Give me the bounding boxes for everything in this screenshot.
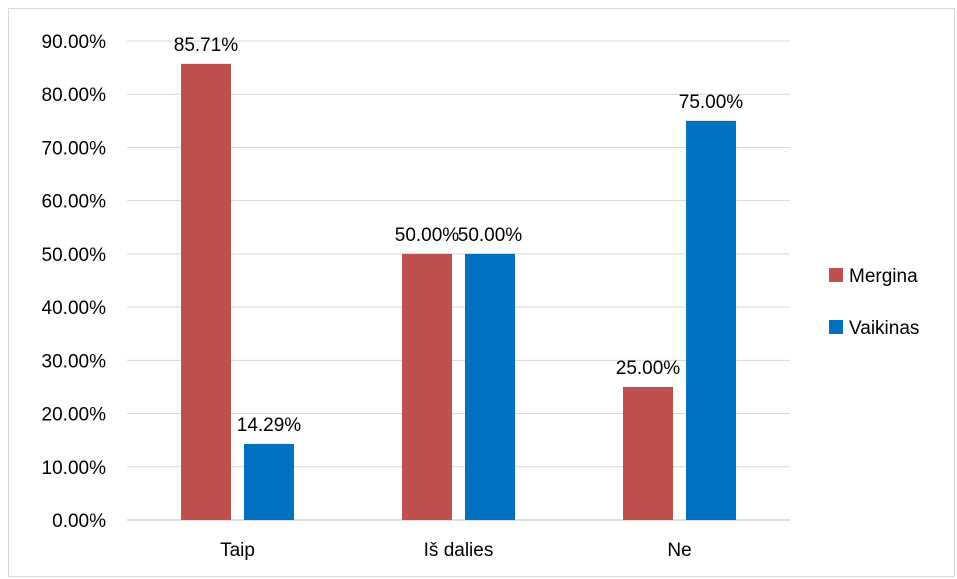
x-tick-label: Iš dalies (424, 540, 494, 561)
gridlines (127, 40, 790, 521)
bar-vaikinas-2 (465, 253, 515, 520)
legend-label: Mergina (849, 266, 918, 287)
y-tick-label: 80.00% (42, 85, 107, 106)
y-tick-label: 30.00% (42, 351, 107, 372)
data-label: 75.00% (679, 92, 744, 113)
bar-mergina-2 (402, 253, 452, 520)
y-tick-label: 40.00% (42, 298, 107, 319)
y-tick-label: 70.00% (42, 138, 107, 159)
y-tick-label: 0.00% (52, 511, 106, 532)
x-tick-label: Ne (667, 540, 691, 561)
bar-mergina-1 (181, 63, 231, 520)
y-tick-label: 50.00% (42, 245, 107, 266)
y-tick-label: 20.00% (42, 405, 107, 426)
x-axis-ticks: Taip Iš dalies Ne (220, 540, 692, 561)
data-label: 50.00% (395, 225, 460, 246)
bars (181, 63, 736, 520)
bar-mergina-3 (623, 386, 673, 520)
data-label: 85.71% (174, 35, 239, 56)
data-label: 25.00% (616, 358, 681, 379)
data-labels: 85.71% 14.29% 50.00%50.00% 25.00% 75.00% (174, 35, 744, 436)
x-tick-label: Taip (220, 540, 255, 561)
data-label: 50.00% (458, 225, 523, 246)
bar-vaikinas-1 (244, 443, 294, 520)
legend-swatch-vaikinas (829, 320, 843, 334)
y-axis-ticks: 0.00% 10.00% 20.00% 30.00% 40.00% 50.00% 60.00… (42, 32, 107, 532)
data-label: 14.29% (237, 415, 302, 436)
y-tick-label: 90.00% (42, 32, 107, 53)
y-tick-label: 10.00% (42, 458, 107, 479)
y-tick-label: 60.00% (42, 192, 107, 213)
bar-vaikinas-3 (686, 120, 736, 520)
legend-label: Vaikinas (849, 318, 919, 339)
legend-swatch-mergina (829, 268, 843, 282)
legend: Mergina Vaikinas (829, 266, 919, 339)
